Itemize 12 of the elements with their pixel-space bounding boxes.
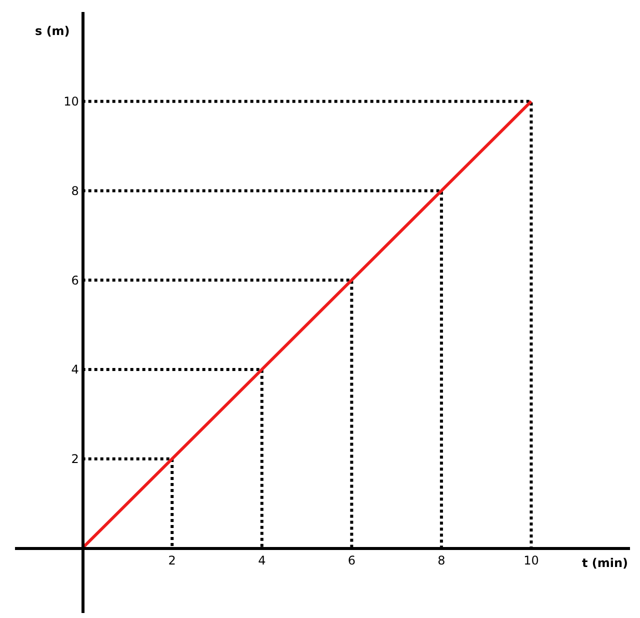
y-tick-label: 4 xyxy=(71,362,79,377)
x-tick-label: 2 xyxy=(168,554,176,568)
y-tick-label: 6 xyxy=(71,273,79,288)
y-tick-label: 10 xyxy=(64,94,79,109)
y-tick-label: 2 xyxy=(71,452,79,466)
x-tick-label: 4 xyxy=(258,554,266,568)
y-tick-label: 8 xyxy=(71,184,79,198)
y-axis-title: s (m) xyxy=(35,24,70,38)
x-tick-label: 10 xyxy=(524,554,539,568)
x-axis-title: t (min) xyxy=(582,556,628,570)
x-tick-label: 8 xyxy=(438,554,446,568)
x-tick-label: 6 xyxy=(348,554,356,568)
